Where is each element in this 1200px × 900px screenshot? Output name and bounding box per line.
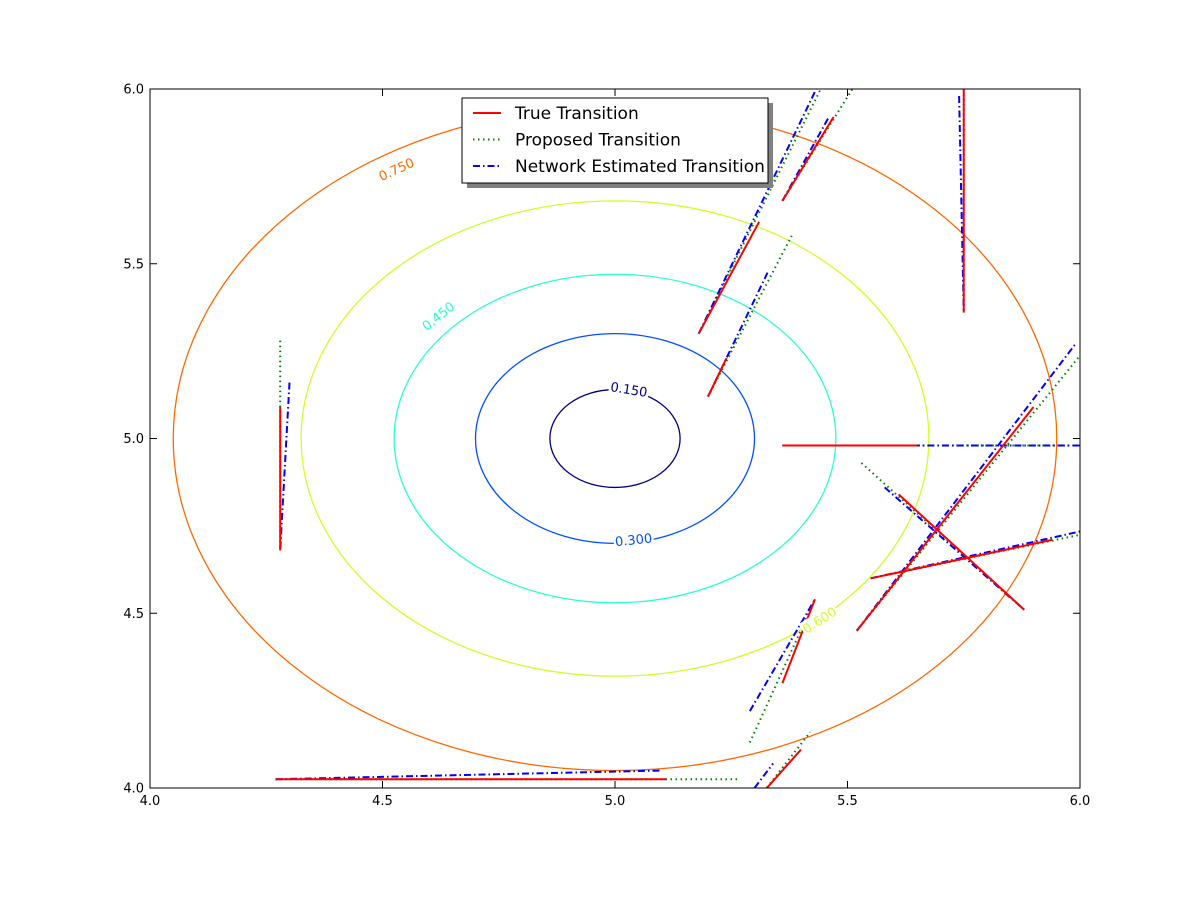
contour-label-bg-4 — [374, 153, 418, 185]
y-tick-label-4: 6.0 — [123, 83, 144, 98]
contour-label-bg-1 — [612, 529, 655, 550]
contour-label-bg-0 — [607, 378, 650, 401]
x-tick-label-0: 4.0 — [140, 794, 161, 809]
series-2-segment-11 — [884, 486, 1025, 611]
series-0-segment-11 — [897, 493, 1025, 611]
legend-label-2: Network Estimated Transition — [515, 157, 765, 177]
legend-label-1: Proposed Transition — [515, 131, 681, 151]
series-0-segment-2 — [781, 116, 835, 202]
series-0-segment-9 — [856, 406, 1035, 632]
y-tick-label-2: 5.0 — [123, 432, 144, 447]
contour-label-bg-2 — [417, 297, 459, 335]
series-1-segment-1 — [697, 89, 822, 335]
series-2-segment-10 — [870, 530, 1080, 580]
legend-label-0: True Transition — [514, 104, 639, 124]
legend: True Transition Proposed Transition Networ… — [461, 97, 773, 188]
series-2-segment-9 — [856, 343, 1077, 632]
legend-box — [461, 97, 769, 184]
series-2-segment-5 — [748, 598, 816, 712]
contour-line-3 — [300, 200, 930, 677]
contour-label-1: 0.300 — [614, 531, 653, 550]
series-2-segment-7 — [275, 769, 662, 781]
series-layer — [275, 89, 1080, 788]
y-tick-label-3: 5.5 — [123, 257, 144, 272]
series-1-segment-10 — [870, 533, 1080, 580]
series-2-segment-6 — [753, 762, 774, 788]
x-tick-label-1: 4.5 — [372, 794, 393, 809]
series-0-segment-6 — [765, 748, 802, 788]
axis-ticks: 4.0 4.5 5.0 5.5 6.0 4.0 4.5 5.0 5.5 6.0 — [123, 83, 1090, 810]
series-2-segment-4 — [707, 270, 770, 397]
y-tick-label-0: 4.0 — [123, 782, 144, 797]
series-0-segment-1 — [697, 221, 761, 335]
x-tick-label-4: 6.0 — [1070, 794, 1091, 809]
series-0-segment-5 — [781, 598, 816, 684]
y-tick-label-1: 4.5 — [123, 607, 144, 622]
x-tick-label-3: 5.5 — [837, 794, 858, 809]
contour-label-0: 0.150 — [609, 380, 648, 401]
series-2-segment-1 — [697, 89, 818, 335]
x-tick-label-2: 5.0 — [605, 794, 626, 809]
contour-label-bg-3 — [798, 602, 841, 638]
series-0-segment-10 — [870, 538, 1053, 580]
contour-line-2 — [393, 273, 837, 604]
series-0-segment-4 — [707, 357, 728, 397]
